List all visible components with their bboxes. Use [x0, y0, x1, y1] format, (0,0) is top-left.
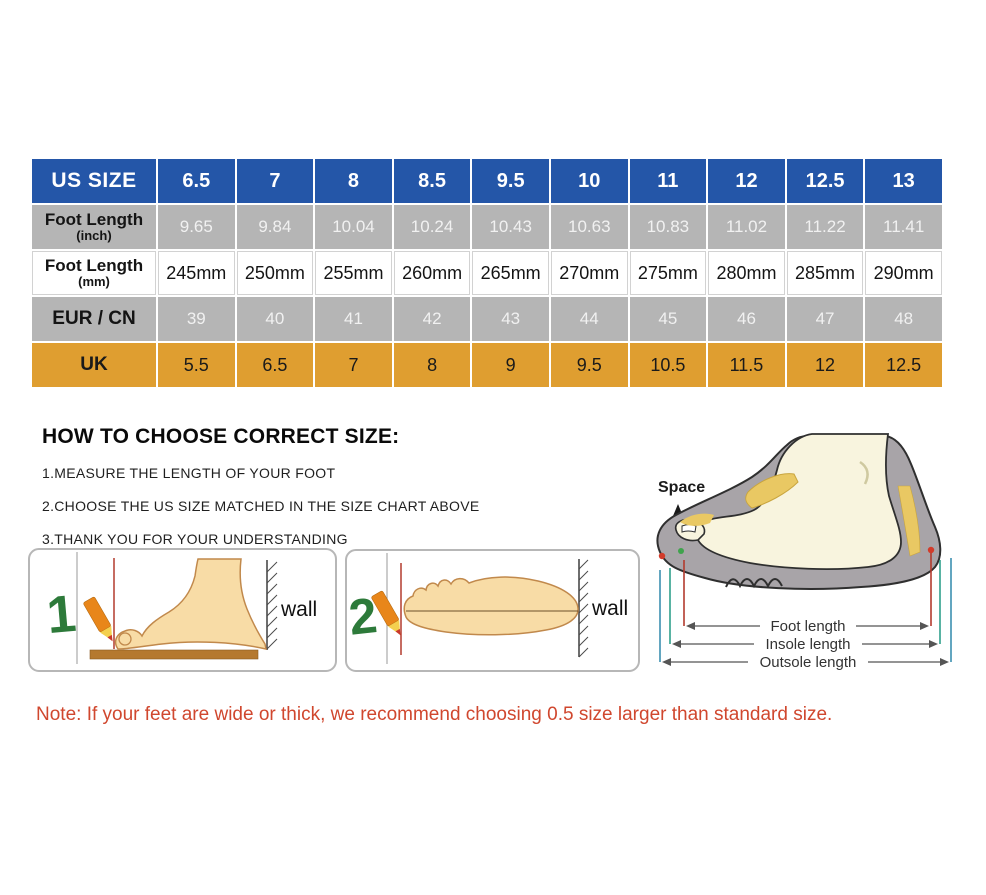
size-cell: 11.02	[708, 205, 785, 249]
size-cell: 7	[315, 343, 392, 387]
size-cell: 43	[472, 297, 549, 341]
foot-length-label: Foot length	[770, 618, 845, 635]
row-label-inch: Foot Length (inch)	[32, 205, 156, 249]
row-label-uk: UK	[32, 343, 156, 387]
size-cell: 41	[315, 297, 392, 341]
measure-step-2-diagram: 2 wall	[345, 549, 640, 672]
sole-tread	[725, 578, 783, 589]
size-cell: 245mm	[158, 251, 235, 295]
outsole-length-label: Outsole length	[760, 654, 857, 671]
foot-side-illustration	[114, 558, 267, 650]
size-row-inch: Foot Length (inch) 9.65 9.84 10.04 10.24 10.43…	[32, 205, 942, 249]
row-label-mm: Foot Length (mm)	[32, 251, 156, 295]
size-cell: 10.24	[393, 205, 471, 249]
size-cell: 45	[629, 297, 707, 341]
size-row-uk: UK 5.5 6.5 7 8 9 9.5 10.5 11.5 12 12.5	[32, 343, 942, 387]
size-cell: 11.5	[708, 343, 785, 387]
space-marker-dot	[678, 548, 684, 554]
size-cell: 270mm	[550, 251, 628, 295]
size-cell: 12	[786, 343, 864, 387]
size-cell: 10.5	[629, 343, 707, 387]
size-chart-table: US SIZE 6.5 7 8 8.5 9.5 10 11 12 12.5 13 Foot Lengt…	[30, 157, 944, 389]
measure-step-2-illustration: 2 wall	[347, 553, 628, 664]
size-cell: 285mm	[786, 251, 864, 295]
size-cell: 10.63	[550, 205, 628, 249]
pencil-icon	[371, 590, 401, 636]
how-to-heading: HOW TO CHOOSE CORRECT SIZE:	[42, 425, 400, 448]
size-cell: 255mm	[315, 251, 392, 295]
step-3-text: 3.THANK YOU FOR YOUR UNDERSTANDING	[42, 531, 348, 547]
step-1-number: 1	[45, 585, 79, 645]
row-label-eur: EUR / CN	[32, 297, 156, 341]
row-label-us: US SIZE	[32, 159, 156, 203]
size-cell: 42	[393, 297, 471, 341]
size-cell: 265mm	[472, 251, 549, 295]
size-cell: 12.5	[786, 159, 864, 203]
size-cell: 250mm	[236, 251, 314, 295]
size-cell: 6.5	[236, 343, 314, 387]
toe-marker-dot	[658, 552, 666, 560]
measure-step-1-diagram: 1 wall	[28, 548, 337, 672]
size-cell: 8.5	[393, 159, 471, 203]
wall-hatch	[266, 560, 278, 650]
pencil-icon	[83, 596, 113, 642]
insole-tongue	[745, 473, 799, 509]
floor-board	[89, 649, 259, 660]
size-cell: 10	[550, 159, 628, 203]
size-cell: 9.5	[550, 343, 628, 387]
how-to-choose-section: HOW TO CHOOSE CORRECT SIZE: 1.MEASURE TH…	[42, 425, 480, 564]
sizing-note: Note: If your feet are wide or thick, we…	[36, 704, 833, 725]
size-cell: 44	[550, 297, 628, 341]
size-cell: 275mm	[629, 251, 707, 295]
size-cell: 12	[708, 159, 785, 203]
insole-length-label: Insole length	[765, 636, 850, 653]
size-cell: 290mm	[865, 251, 942, 295]
size-cell: 9.65	[158, 205, 235, 249]
size-cell: 40	[236, 297, 314, 341]
foot-length-illustration: Space Foot length	[656, 433, 952, 671]
size-cell: 10.04	[315, 205, 392, 249]
size-cell: 6.5	[158, 159, 235, 203]
size-cell: 47	[786, 297, 864, 341]
size-cell: 48	[865, 297, 942, 341]
size-row-us: US SIZE 6.5 7 8 8.5 9.5 10 11 12 12.5 13	[32, 159, 942, 203]
size-cell: 260mm	[393, 251, 471, 295]
size-cell: 10.43	[472, 205, 549, 249]
size-cell: 11	[629, 159, 707, 203]
size-cell: 9.84	[236, 205, 314, 249]
size-cell: 9	[472, 343, 549, 387]
size-chart-body: US SIZE 6.5 7 8 8.5 9.5 10 11 12 12.5 13 Foot Lengt…	[32, 159, 942, 387]
size-cell: 46	[708, 297, 785, 341]
size-cell: 13	[865, 159, 942, 203]
size-cell: 39	[158, 297, 235, 341]
step-1-text: 1.MEASURE THE LENGTH OF YOUR FOOT	[42, 465, 336, 481]
size-cell: 10.83	[629, 205, 707, 249]
size-row-mm: Foot Length (mm) 245mm 250mm 255mm 260mm 265mm…	[32, 251, 942, 295]
insole-heel	[897, 485, 921, 557]
size-cell: 9.5	[472, 159, 549, 203]
size-cell: 280mm	[708, 251, 785, 295]
measure-step-1-illustration: 1 wall	[45, 552, 317, 664]
ankle-crease	[859, 460, 869, 485]
wall-label-2: wall	[591, 597, 628, 620]
insole-toe	[680, 513, 714, 526]
size-cell: 11.41	[865, 205, 942, 249]
size-cell: 8	[393, 343, 471, 387]
foot-length-diagram: Space Foot length	[648, 420, 980, 672]
size-cell: 8	[315, 159, 392, 203]
size-cell: 5.5	[158, 343, 235, 387]
wall-label-1: wall	[280, 598, 317, 621]
size-cell: 12.5	[865, 343, 942, 387]
big-toe	[118, 632, 132, 646]
step-2-text: 2.CHOOSE THE US SIZE MATCHED IN THE SIZE…	[42, 498, 480, 514]
heel-marker-dot	[927, 546, 935, 554]
size-cell: 7	[236, 159, 314, 203]
space-label: Space	[658, 479, 705, 496]
wall-hatch	[578, 559, 589, 658]
size-cell: 11.22	[786, 205, 864, 249]
foot-top-illustration	[403, 576, 579, 636]
size-row-eur: EUR / CN 39 40 41 42 43 44 45 46 47 48	[32, 297, 942, 341]
